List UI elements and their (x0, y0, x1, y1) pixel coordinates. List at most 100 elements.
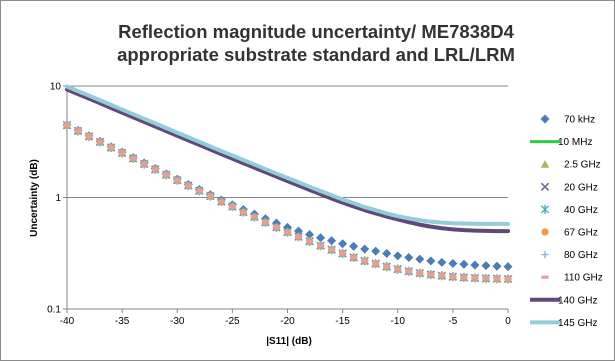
legend-item: 67 GHz (541, 228, 598, 239)
data-point (107, 145, 115, 150)
data-point (460, 275, 468, 280)
data-point (393, 251, 403, 261)
data-point (493, 277, 501, 281)
legend-label: 40 GHz (564, 205, 598, 216)
data-point (74, 129, 82, 133)
series-140-ghz (65, 87, 510, 234)
data-point (481, 261, 491, 271)
series-67-ghz (63, 121, 512, 283)
y-tick-label: 10 (50, 82, 62, 93)
data-point (404, 252, 414, 262)
legend-label: 80 GHz (564, 250, 598, 261)
x-tick-label: -35 (115, 316, 130, 327)
data-point (361, 259, 369, 263)
data-point (272, 225, 281, 229)
y-tick-label: 0.1 (47, 305, 61, 316)
y-tick-label: 1 (55, 193, 61, 204)
x-tick-label: -30 (170, 316, 185, 327)
series-80-ghz (63, 121, 512, 283)
data-point (339, 251, 347, 256)
data-point (427, 272, 435, 277)
legend-swatch (541, 228, 549, 236)
legend-item: 20 GHz (540, 182, 598, 193)
data-point (261, 220, 270, 224)
data-point (305, 239, 314, 243)
data-point (492, 261, 502, 271)
legend-item: 140 GHz (530, 295, 597, 306)
data-point (162, 173, 170, 177)
legend-label: 2.5 GHz (564, 160, 601, 171)
data-point (449, 275, 457, 279)
data-point (503, 262, 513, 272)
data-point (459, 259, 469, 269)
legend-swatch (541, 275, 549, 279)
legend-item: 110 GHz (541, 273, 603, 284)
series-20-ghz (62, 121, 513, 284)
chart-title-line-2: appropriate substrate standard and LRL/L… (117, 44, 515, 65)
x-axis-title: |S11| (dB) (266, 336, 312, 347)
data-point (349, 241, 359, 251)
legend-label: 110 GHz (564, 273, 603, 284)
legend-item: 10 MHz (530, 137, 592, 148)
series-2.5-ghz (62, 121, 513, 283)
series-145-ghz (65, 84, 510, 226)
data-point (471, 276, 479, 280)
data-point (63, 123, 71, 127)
data-point (360, 244, 370, 254)
data-point (129, 156, 137, 161)
data-point (394, 267, 402, 271)
data-point (316, 233, 326, 243)
data-point (405, 269, 413, 273)
legend-swatch (540, 182, 550, 191)
series-line (65, 87, 510, 234)
data-point (140, 162, 148, 166)
data-point (327, 236, 337, 246)
data-point (96, 140, 104, 144)
legend-label: 145 GHz (558, 318, 597, 329)
series-70-khz (62, 120, 513, 272)
data-point (206, 194, 214, 198)
legend-item: 40 GHz (540, 204, 598, 216)
data-point (283, 230, 292, 234)
data-point (228, 204, 236, 209)
data-point (328, 248, 336, 252)
legend-label: 67 GHz (564, 228, 598, 239)
data-point (195, 189, 203, 193)
data-point (383, 265, 391, 269)
x-tick-label: -40 (60, 316, 75, 327)
data-point (437, 257, 447, 267)
data-point (415, 254, 425, 264)
legend: 70 kHz 10 MHz 2.5 GHz 20 GHz 40 GHz 67 GHz 80 … (530, 114, 603, 329)
legend-swatch (541, 251, 549, 259)
x-tick-label: -10 (391, 316, 406, 327)
data-point (250, 215, 259, 219)
legend-item: 145 GHz (530, 318, 597, 329)
data-point (382, 248, 392, 258)
legend-item: 80 GHz (541, 250, 598, 261)
legend-swatch (540, 114, 550, 124)
data-point (173, 178, 181, 182)
data-point (151, 167, 159, 171)
series-110-ghz (63, 123, 512, 281)
data-point (416, 271, 424, 275)
data-point (482, 276, 490, 281)
data-point (504, 277, 512, 281)
data-point (426, 256, 436, 266)
y-axis-title: Uncertainty (dB) (29, 159, 40, 237)
data-point (184, 183, 192, 188)
data-point (372, 262, 380, 266)
data-point (239, 210, 247, 214)
x-tick-label: -15 (335, 316, 350, 327)
legend-swatch (540, 204, 550, 214)
x-tick-label: -25 (225, 316, 240, 327)
legend-swatch (540, 160, 550, 168)
legend-label: 10 MHz (558, 137, 592, 148)
data-point (448, 258, 458, 269)
data-point (85, 134, 93, 139)
data-point (217, 199, 225, 204)
data-point (371, 246, 381, 256)
data-point (438, 274, 446, 278)
legend-label: 140 GHz (558, 295, 597, 306)
legend-item: 2.5 GHz (540, 160, 601, 171)
